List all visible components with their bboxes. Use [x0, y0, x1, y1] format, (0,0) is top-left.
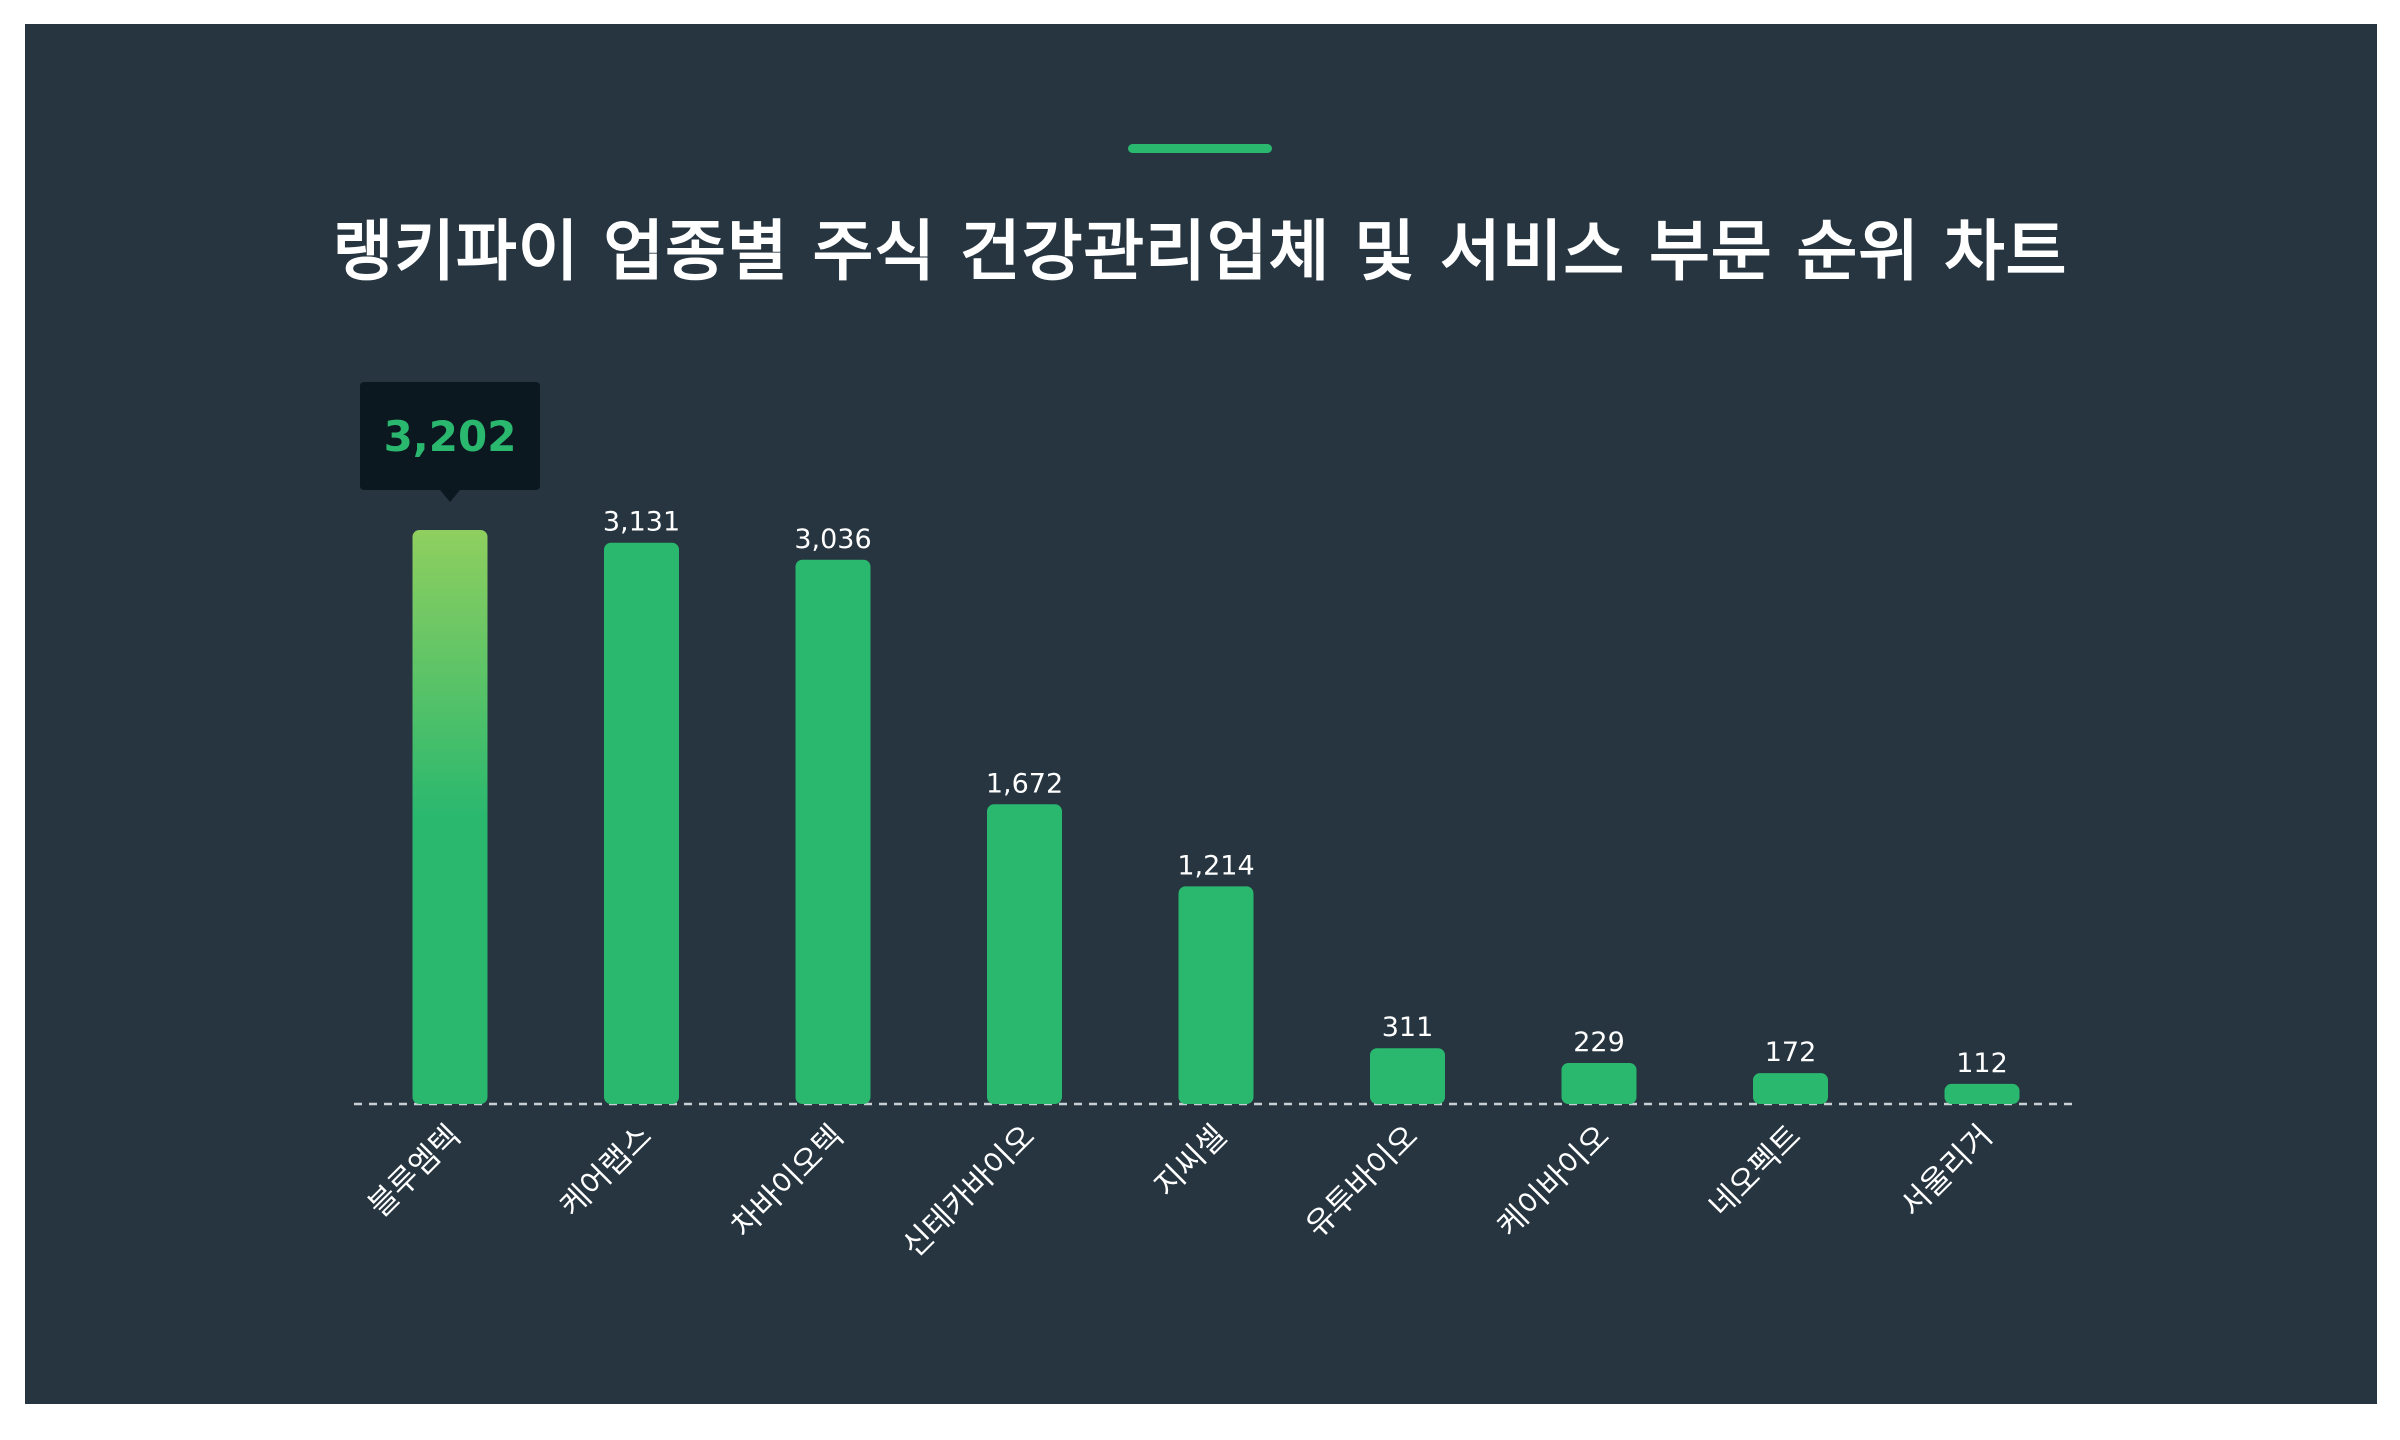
tooltip-pointer — [440, 490, 460, 502]
category-label-4: 지씨셀 — [1148, 1118, 1234, 1204]
value-label-5: 311 — [1382, 1012, 1434, 1043]
category-label-5: 유투바이오 — [1299, 1118, 1425, 1244]
bar-1 — [604, 542, 679, 1104]
value-label-2: 3,036 — [794, 524, 871, 555]
value-label-7: 172 — [1765, 1037, 1817, 1068]
category-label-1: 케어랩스 — [553, 1118, 659, 1224]
chart-title: 랭키파이 업종별 주식 건강관리업체 및 서비스 부문 순위 차트 — [332, 213, 2068, 290]
bar-5 — [1370, 1048, 1445, 1104]
tooltip-box — [360, 382, 540, 490]
category-label-8: 서울리거 — [1894, 1118, 2000, 1224]
bar-7 — [1753, 1073, 1828, 1104]
category-label-0: 블루엠텍 — [362, 1118, 468, 1224]
value-label-6: 229 — [1573, 1027, 1625, 1058]
value-label-8: 112 — [1956, 1048, 2008, 1079]
category-label-7: 네오펙트 — [1702, 1118, 1808, 1224]
title-accent-bar — [1128, 144, 1272, 153]
bar-6 — [1561, 1062, 1637, 1104]
tooltip-value: 3,202 — [384, 412, 517, 461]
bar-3 — [987, 804, 1062, 1104]
category-label-6: 케이바이오 — [1490, 1118, 1616, 1244]
category-label-2: 차바이오텍 — [724, 1118, 850, 1244]
value-label-1: 3,131 — [603, 507, 680, 538]
bar-4 — [1178, 886, 1254, 1104]
value-label-3: 1,672 — [986, 768, 1063, 799]
bar-2 — [795, 559, 871, 1104]
category-label-3: 신테카바이오 — [896, 1118, 1042, 1264]
value-label-4: 1,214 — [1177, 850, 1254, 881]
bar-8 — [1944, 1083, 2020, 1104]
bar-0 — [412, 530, 488, 1104]
